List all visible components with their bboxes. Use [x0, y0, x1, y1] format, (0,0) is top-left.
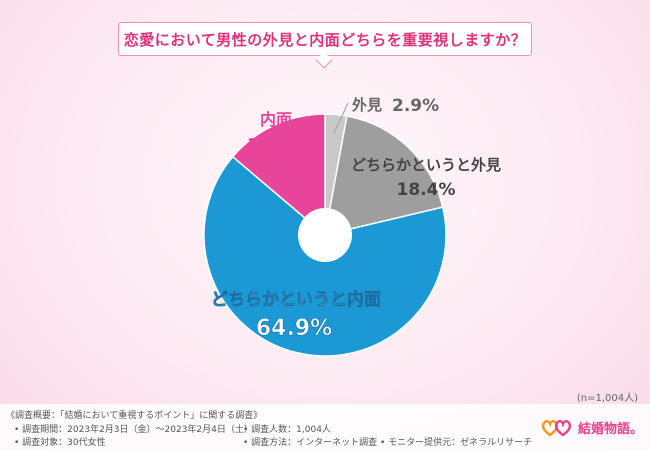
leader-line [333, 102, 349, 134]
slice-leaning-appearance [324, 115, 444, 236]
survey-method: • 調査方法：インターネット調査 [243, 438, 378, 448]
survey-provider: • モニター提供元：ゼネラルリサーチ [380, 438, 533, 448]
value-inner: 13.8% [247, 135, 309, 156]
donut-chart: 外見 2.9% どちらかというと外見 18.4% 内面 13.8% どちらかというと内面 64… [203, 96, 501, 357]
double-heart-icon [541, 419, 572, 436]
value-appearance: 2.9% [392, 96, 439, 116]
logo-text: 結婚物語。 [578, 422, 644, 437]
survey-period: • 調査期間：2023年2月3日（金）〜2023年2月4日（土） [14, 425, 253, 435]
survey-target: • 調査対象：30代女性 [14, 438, 106, 448]
donut-hole [298, 208, 352, 262]
label-appearance: 外見 [351, 96, 382, 114]
sample-size-note: (n=1,004人) [576, 393, 638, 404]
slice-inner [231, 113, 326, 237]
value-leaning-appearance: 18.4% [397, 180, 456, 200]
survey-footer: 《調査概要：「結婚において重視するポイント」に関する調査》 • 調査期間：202… [0, 404, 650, 450]
label-leaning-inner: どちらかというと内面 [211, 289, 381, 310]
brand-logo: 結婚物語。 [541, 418, 643, 437]
survey-count: • 調査人数：1,004人 [243, 425, 331, 435]
survey-heading: 《調査概要：「結婚において重視するポイント」に関する調査》 [6, 411, 263, 421]
label-inner: 内面 [260, 110, 292, 129]
label-leaning-appearance: どちらかというと外見 [351, 156, 501, 174]
chart-title: 恋愛において男性の外見と内面どちらを重要視しますか？ [118, 22, 532, 56]
value-leaning-inner: 64.9% [256, 316, 332, 341]
